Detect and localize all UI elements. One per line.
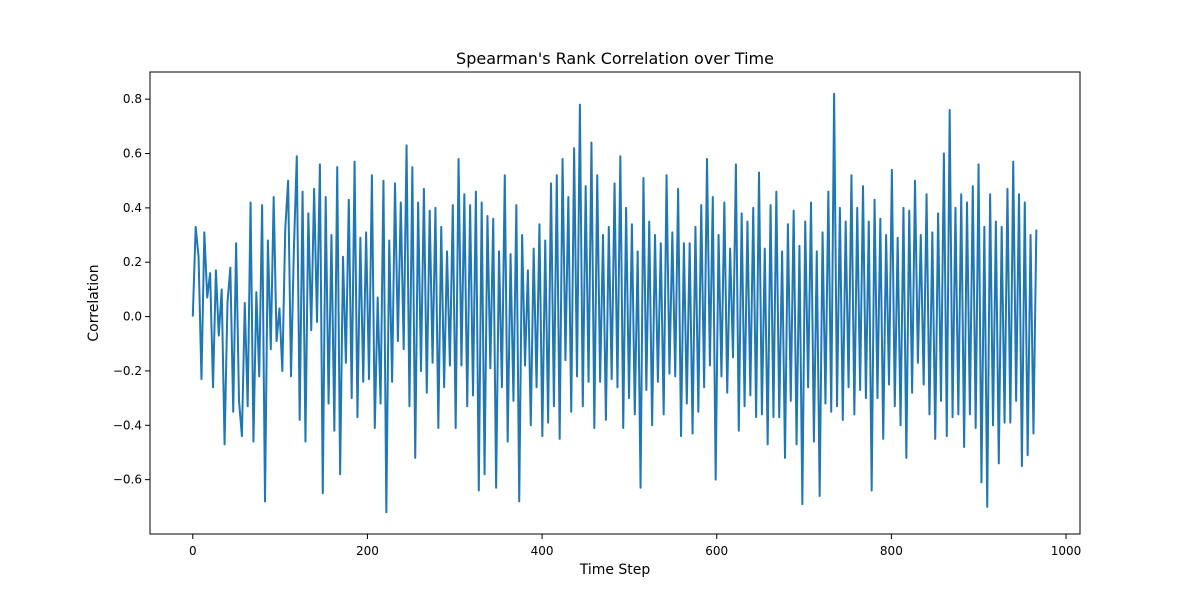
y-tick-label: 0.6 xyxy=(123,147,142,161)
y-tick-label: 0.0 xyxy=(123,310,142,324)
chart-title: Spearman's Rank Correlation over Time xyxy=(456,49,774,68)
y-tick-label: 0.8 xyxy=(123,92,142,106)
x-tick-label: 600 xyxy=(705,544,728,558)
y-tick-label: −0.4 xyxy=(113,418,142,432)
y-axis-label: Correlation xyxy=(86,264,102,341)
y-tick-label: −0.6 xyxy=(113,473,142,487)
plot-frame xyxy=(149,71,1081,535)
x-tick-label: 400 xyxy=(531,544,554,558)
x-tick-label: 800 xyxy=(880,544,903,558)
correlation-line xyxy=(191,92,1038,514)
x-tick-label: 1000 xyxy=(1051,544,1082,558)
plot-area xyxy=(191,92,1038,514)
y-axis: −0.6 −0.4 −0.2 0.0 0.2 0.4 0.6 0.8 xyxy=(113,92,150,487)
y-tick-label: 0.2 xyxy=(123,255,142,269)
y-tick-label: −0.2 xyxy=(113,364,142,378)
x-axis-label: Time Step xyxy=(579,562,651,578)
x-tick-label: 200 xyxy=(356,544,379,558)
x-tick-label: 0 xyxy=(189,544,197,558)
y-tick-label: 0.4 xyxy=(123,201,142,215)
x-axis: 0 200 400 600 800 1000 xyxy=(189,534,1081,558)
